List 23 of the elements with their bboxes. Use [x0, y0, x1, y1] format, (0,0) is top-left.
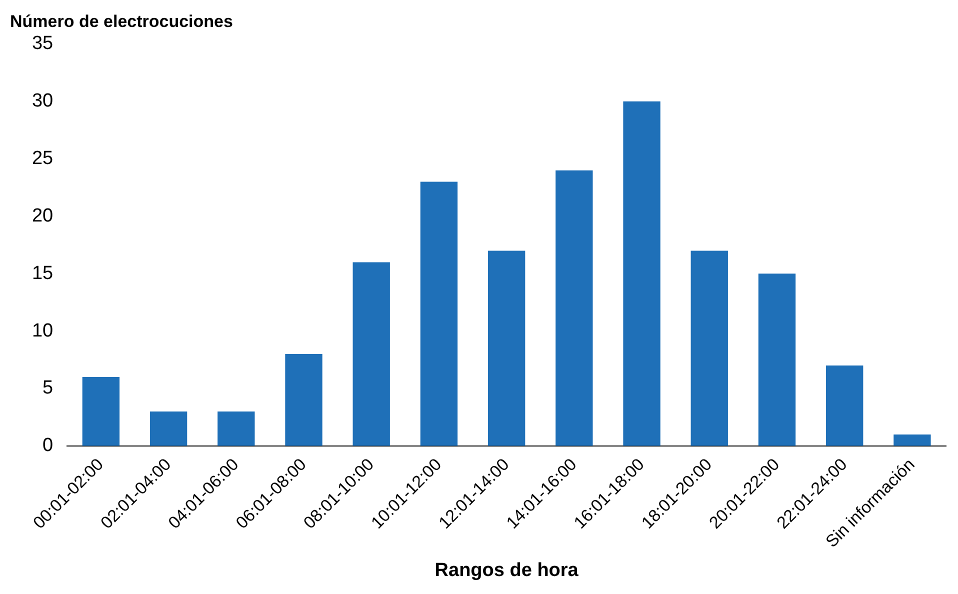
bar	[285, 354, 322, 446]
y-tick-label: 35	[32, 33, 54, 54]
bar	[826, 366, 864, 446]
bar	[352, 262, 390, 446]
bar	[894, 434, 931, 446]
bar	[420, 182, 458, 446]
bar	[758, 274, 796, 446]
y-tick-label: 25	[32, 148, 54, 170]
bar	[623, 101, 660, 446]
bar	[218, 411, 255, 446]
bar	[556, 170, 593, 446]
bar	[488, 250, 526, 446]
bar	[82, 377, 120, 446]
y-tick-label: 15	[32, 262, 54, 284]
y-tick-label: 20	[32, 205, 54, 226]
y-tick-label: 30	[32, 90, 54, 112]
y-tick-label: 0	[42, 435, 54, 456]
y-tick-label: 5	[42, 378, 54, 399]
y-axis-title: Número de electrocuciones	[10, 12, 233, 32]
y-tick-label: 10	[32, 320, 54, 342]
bar	[690, 250, 728, 446]
x-axis-title: Rangos de hora	[434, 560, 579, 581]
bar	[150, 411, 188, 446]
